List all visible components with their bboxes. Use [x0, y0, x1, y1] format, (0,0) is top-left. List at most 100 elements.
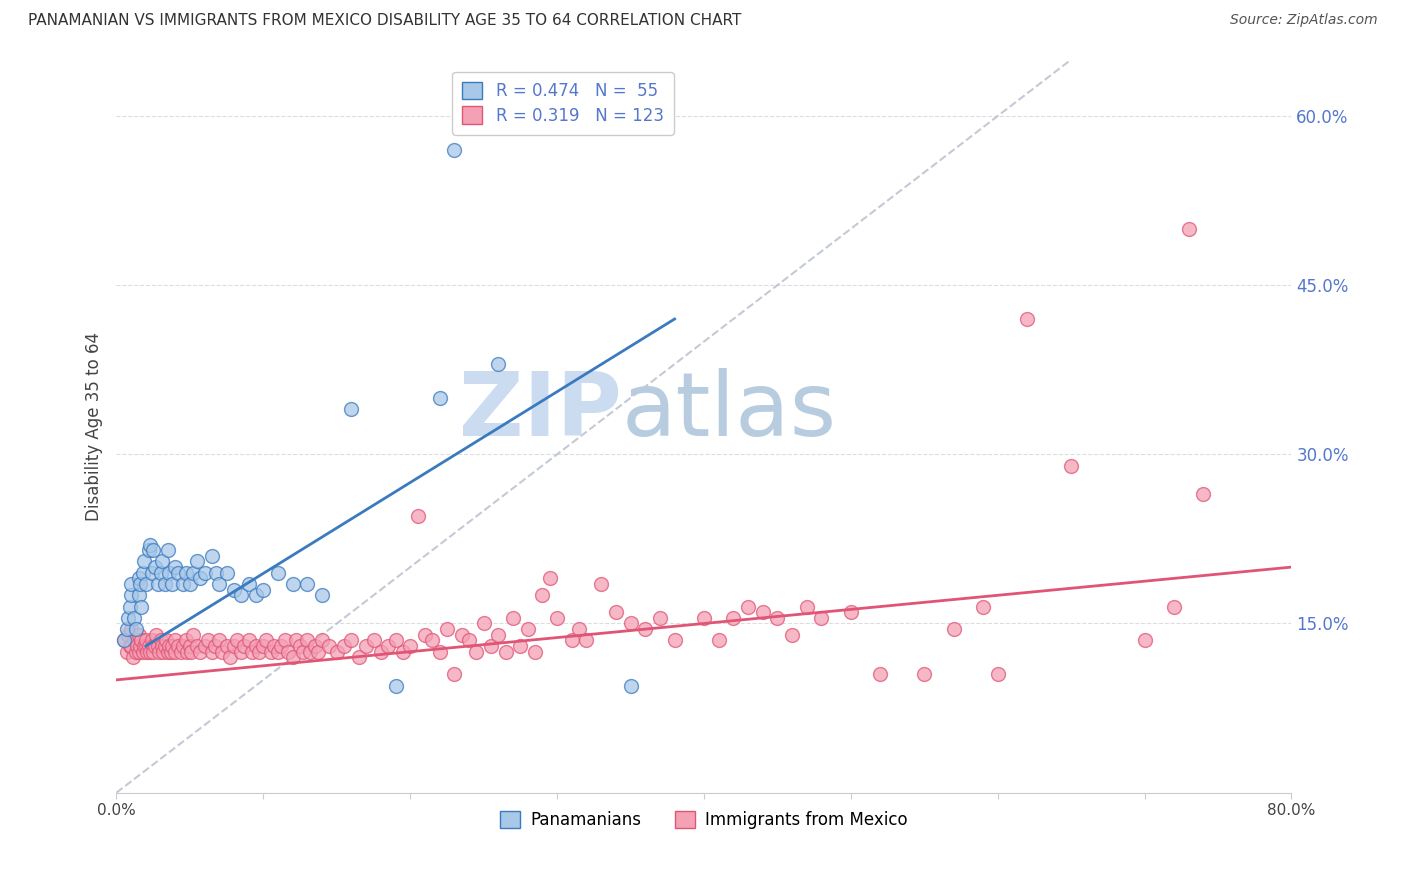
Point [112, 633, 135, 648]
Point [153, 639, 176, 653]
Point [222, 639, 245, 653]
Point [132, 566, 155, 580]
Point [450, 628, 472, 642]
Point [340, 402, 363, 417]
Point [115, 622, 138, 636]
Point [267, 566, 290, 580]
Point [215, 639, 238, 653]
Text: PANAMANIAN VS IMMIGRANTS FROM MEXICO DISABILITY AGE 35 TO 64 CORRELATION CHART: PANAMANIAN VS IMMIGRANTS FROM MEXICO DIS… [28, 13, 741, 29]
Point [120, 622, 142, 636]
Point [723, 611, 745, 625]
Point [987, 667, 1010, 681]
Point [399, 639, 422, 653]
Point [162, 639, 184, 653]
Point [384, 633, 406, 648]
Text: Source: ZipAtlas.com: Source: ZipAtlas.com [1230, 13, 1378, 28]
Point [129, 639, 152, 653]
Point [157, 566, 180, 580]
Point [479, 639, 502, 653]
Point [311, 633, 333, 648]
Point [172, 639, 194, 653]
Point [509, 639, 531, 653]
Point [181, 566, 204, 580]
Point [263, 639, 285, 653]
Point [179, 577, 201, 591]
Point [138, 543, 160, 558]
Point [112, 633, 135, 648]
Point [561, 633, 583, 648]
Point [277, 645, 299, 659]
Legend: Panamanians, Immigrants from Mexico: Panamanians, Immigrants from Mexico [494, 804, 914, 836]
Point [149, 566, 172, 580]
Point [181, 628, 204, 642]
Point [115, 645, 138, 659]
Point [141, 633, 163, 648]
Point [436, 622, 458, 636]
Text: ZIP: ZIP [458, 368, 621, 455]
Point [810, 611, 832, 625]
Point [912, 667, 935, 681]
Point [429, 645, 451, 659]
Point [458, 633, 481, 648]
Point [128, 645, 150, 659]
Point [370, 645, 392, 659]
Point [392, 645, 415, 659]
Point [128, 571, 150, 585]
Point [201, 549, 224, 563]
Point [299, 645, 322, 659]
Point [796, 599, 818, 614]
Point [194, 639, 217, 653]
Point [238, 577, 260, 591]
Point [281, 650, 304, 665]
Point [150, 554, 173, 568]
Point [304, 639, 326, 653]
Point [167, 566, 190, 580]
Point [155, 633, 177, 648]
Point [176, 645, 198, 659]
Point [150, 639, 173, 653]
Point [575, 633, 598, 648]
Point [132, 645, 155, 659]
Point [281, 577, 304, 591]
Point [149, 633, 172, 648]
Point [495, 645, 517, 659]
Point [443, 143, 465, 157]
Point [839, 605, 862, 619]
Point [226, 633, 249, 648]
Point [118, 599, 141, 614]
Point [231, 588, 253, 602]
Point [142, 639, 165, 653]
Point [120, 577, 142, 591]
Point [1060, 458, 1083, 473]
Point [128, 628, 150, 642]
Point [186, 554, 208, 568]
Point [318, 639, 340, 653]
Point [420, 633, 443, 648]
Point [568, 622, 591, 636]
Point [1163, 599, 1185, 614]
Point [146, 639, 169, 653]
Point [472, 616, 495, 631]
Point [167, 639, 190, 653]
Point [354, 639, 377, 653]
Point [245, 588, 267, 602]
Point [292, 645, 315, 659]
Point [270, 639, 292, 653]
Point [413, 628, 436, 642]
Point [311, 588, 333, 602]
Point [142, 645, 165, 659]
Point [340, 633, 363, 648]
Point [240, 645, 263, 659]
Point [174, 566, 197, 580]
Point [134, 639, 156, 653]
Point [148, 645, 170, 659]
Point [443, 667, 465, 681]
Point [634, 622, 657, 636]
Point [267, 645, 290, 659]
Point [486, 357, 509, 371]
Point [942, 622, 965, 636]
Point [247, 645, 270, 659]
Point [125, 639, 148, 653]
Point [972, 599, 994, 614]
Point [143, 639, 166, 653]
